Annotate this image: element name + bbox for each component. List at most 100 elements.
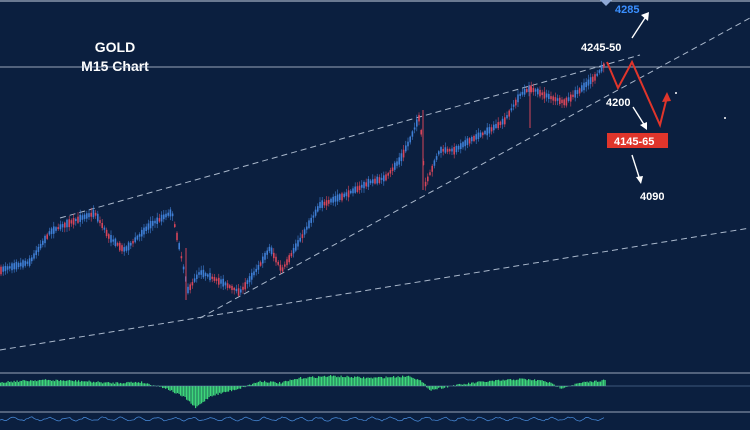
candle-body [321, 200, 323, 208]
oscillator-bar [529, 379, 531, 386]
candle-body [119, 242, 121, 251]
oscillator-bar [586, 381, 588, 386]
oscillator-bar [439, 386, 441, 388]
target-box [607, 133, 668, 148]
oscillator-bar [292, 379, 294, 386]
oscillator-bar [172, 386, 174, 393]
oscillator-bar [34, 380, 36, 386]
candle-body [191, 282, 194, 286]
oscillator-bar [136, 382, 138, 386]
candle-body [592, 76, 594, 82]
oscillator-bar [241, 386, 243, 387]
candle-body [541, 92, 543, 96]
candle-body [24, 260, 26, 266]
oscillator-bar [243, 386, 245, 387]
oscillator-bar [600, 381, 602, 386]
oscillator-bar [184, 386, 186, 398]
oscillator-bar [489, 380, 491, 386]
candle-body [585, 81, 587, 88]
candle-body [594, 74, 596, 81]
oscillator-bar [346, 375, 348, 386]
oscillator-bar [567, 386, 569, 387]
candle-body [363, 181, 365, 189]
oscillator-bar [510, 379, 512, 386]
candle-body [477, 132, 480, 140]
candle-body [383, 175, 385, 182]
candle-body [103, 227, 106, 230]
oscillator-bar [159, 386, 161, 387]
oscillator-bar [234, 386, 236, 391]
oscillator-bar [478, 381, 480, 386]
candle-body [132, 241, 134, 244]
candle-body [488, 127, 491, 134]
candle-body [112, 239, 114, 242]
candle-body [130, 242, 132, 246]
projection-path [606, 59, 668, 129]
oscillator-bar [481, 381, 483, 386]
candle-body [262, 256, 264, 264]
oscillator-bar [16, 380, 18, 386]
candle-body [499, 121, 502, 126]
candle-body [53, 226, 55, 234]
oscillator-bar [604, 380, 606, 386]
candle-body [402, 149, 405, 158]
oscillator-bar [391, 377, 393, 386]
oscillator-bar [483, 381, 485, 386]
candle-body [314, 209, 317, 216]
oscillator-bar [210, 386, 212, 396]
oscillator-bar [78, 380, 80, 386]
oscillator-bar [178, 386, 180, 395]
oscillator-bar [193, 386, 195, 406]
candle-body [288, 255, 290, 263]
candle-body [473, 135, 475, 142]
candle-body [556, 98, 559, 101]
oscillator-bar [0, 382, 2, 386]
oscillator-bar [414, 378, 416, 386]
candle-body [380, 177, 383, 180]
candle-body [561, 99, 563, 104]
candle-body [215, 278, 218, 281]
oscillator-bar [235, 386, 237, 390]
oscillator-bar [525, 379, 527, 386]
candle-body [310, 217, 312, 223]
label-4090: 4090 [640, 191, 664, 203]
oscillator-bar [576, 383, 578, 386]
oscillator-bar [18, 382, 20, 386]
candle-body [493, 124, 495, 131]
oscillator-bar [208, 386, 210, 398]
oscillator-bar [309, 376, 311, 386]
oscillator-bar [352, 377, 354, 386]
oscillator-bar [571, 385, 573, 386]
candle-body [39, 243, 42, 249]
oscillator-bar [298, 377, 300, 386]
candle-body [6, 266, 9, 270]
candle-body [468, 138, 471, 144]
oscillator-bar [405, 376, 407, 386]
oscillator-bar [268, 382, 270, 386]
oscillator-bar [118, 383, 120, 386]
oscillator-bar [544, 381, 546, 386]
oscillator-bar [6, 382, 8, 386]
oscillator-bar [274, 382, 276, 386]
candle-body [174, 224, 176, 227]
oscillator-bar [381, 377, 383, 386]
oscillator-bar [115, 382, 117, 386]
candle-body [286, 259, 288, 266]
oscillator-bar [93, 381, 95, 386]
oscillator-bar [561, 386, 563, 389]
oscillator-bar [255, 383, 257, 386]
oscillator-bar [55, 379, 57, 386]
oscillator-bar [207, 386, 209, 400]
oscillator-bar [601, 380, 603, 386]
candle-body [332, 196, 334, 203]
candle-body [578, 88, 581, 94]
oscillator-bar [477, 381, 479, 386]
candle-body [559, 97, 561, 105]
oscillator-bar [562, 386, 564, 389]
label-4245-50: 4245-50 [581, 42, 621, 54]
oscillator-bar [444, 386, 446, 388]
candle-body [81, 215, 84, 220]
candle-body [387, 173, 389, 176]
candle-body [255, 268, 257, 272]
oscillator-bar [27, 381, 29, 386]
